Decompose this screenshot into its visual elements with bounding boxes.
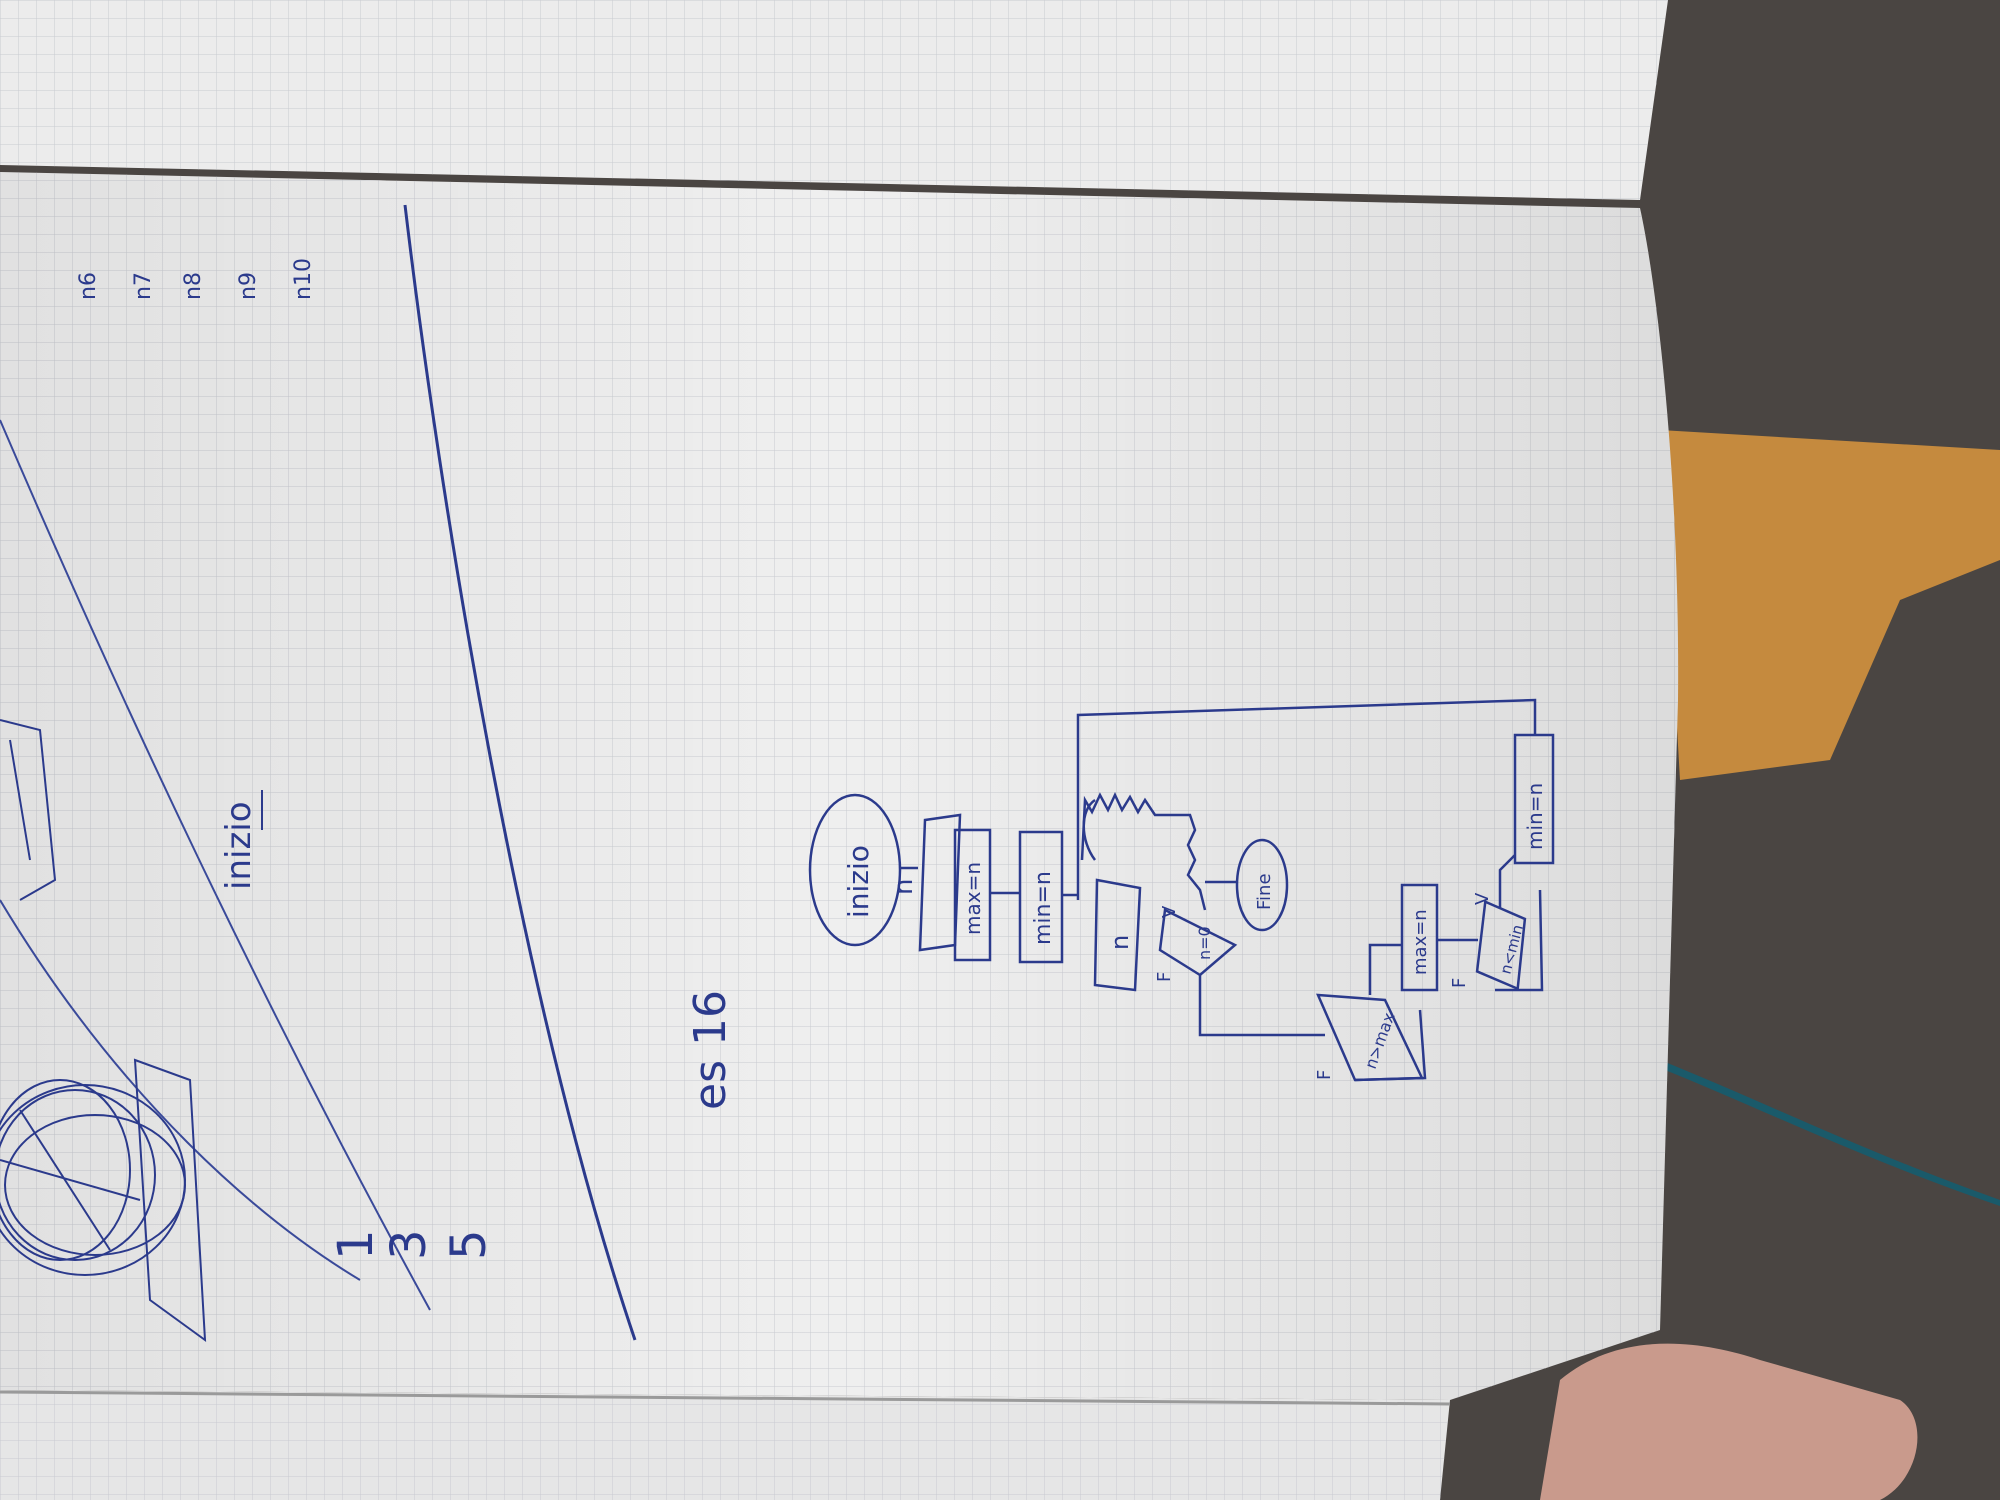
- column-label-n6: n6: [76, 272, 101, 300]
- min-assign-label: min=n: [1031, 871, 1056, 945]
- false-flag-min: F: [1449, 978, 1470, 988]
- left-start-label: inizio: [219, 801, 259, 890]
- true-branch-max: [1368, 943, 1402, 995]
- start-label: inizio: [842, 845, 875, 918]
- lower-page-grid: [0, 1390, 1450, 1500]
- false-flag-max: F: [1314, 1070, 1335, 1080]
- diagonal-line-secondary: [0, 419, 431, 1311]
- true-flag-min: V: [1472, 892, 1493, 905]
- scribble-circle: [0, 1079, 186, 1276]
- column-label-n7: n7: [131, 272, 156, 300]
- condition-min-diamond: [1475, 899, 1527, 991]
- exercise-label: es 16: [685, 990, 736, 1110]
- column-label-n10: n10: [291, 258, 316, 300]
- loop-input-label: n: [1106, 935, 1134, 950]
- max-assign-label: max=n: [961, 862, 985, 935]
- min-assign-box: [1018, 830, 1064, 964]
- false-branch-line: [1198, 975, 1325, 1037]
- page-gutter: [0, 1390, 1451, 1406]
- hand: [1540, 1343, 1918, 1500]
- page-shading: [0, 172, 1679, 1400]
- column-labels: n6 n7 n8 n9 n10: [76, 258, 316, 300]
- scribble-top-left: [0, 719, 57, 901]
- max-update-box: [1400, 883, 1439, 992]
- start-terminal: [808, 793, 902, 947]
- max-update-label: max=n: [1410, 909, 1431, 975]
- diagonal-line-short: [0, 899, 361, 1281]
- condition-max-loop: [1354, 1009, 1427, 1082]
- input-label: n: [889, 879, 919, 895]
- loop-curve: [1082, 798, 1097, 861]
- diagonal-line-main: [403, 204, 637, 1341]
- loop-input-box: [1093, 878, 1142, 992]
- facing-page-grid: [0, 0, 1668, 200]
- condition-zero-label: n=0: [1195, 926, 1214, 960]
- true-branch-min: [1498, 854, 1516, 908]
- end-terminal: [1235, 838, 1289, 932]
- flowchart: [808, 698, 1555, 1082]
- number-5: 5: [441, 1229, 497, 1260]
- min-update-box: [1513, 733, 1555, 865]
- scribble-box: [133, 1058, 207, 1343]
- min-update-label: min=n: [1523, 783, 1547, 850]
- condition-min-loop: [1495, 889, 1544, 992]
- outer-loop-line: [1076, 698, 1537, 900]
- max-assign-box: [953, 828, 992, 962]
- fabric-stripe: [1660, 1060, 2000, 1206]
- number-1: 1: [328, 1229, 384, 1260]
- column-label-n9: n9: [236, 272, 261, 300]
- loop-back-line: [1080, 792, 1207, 911]
- number-column: 1 3 5: [328, 1229, 497, 1260]
- number-3: 3: [381, 1229, 437, 1260]
- true-flag-zero: V: [1159, 905, 1180, 918]
- false-flag-zero: F: [1154, 972, 1175, 982]
- wooden-floor: [1660, 430, 2000, 780]
- end-label: Fine: [1254, 873, 1275, 910]
- column-label-n8: n8: [181, 272, 206, 300]
